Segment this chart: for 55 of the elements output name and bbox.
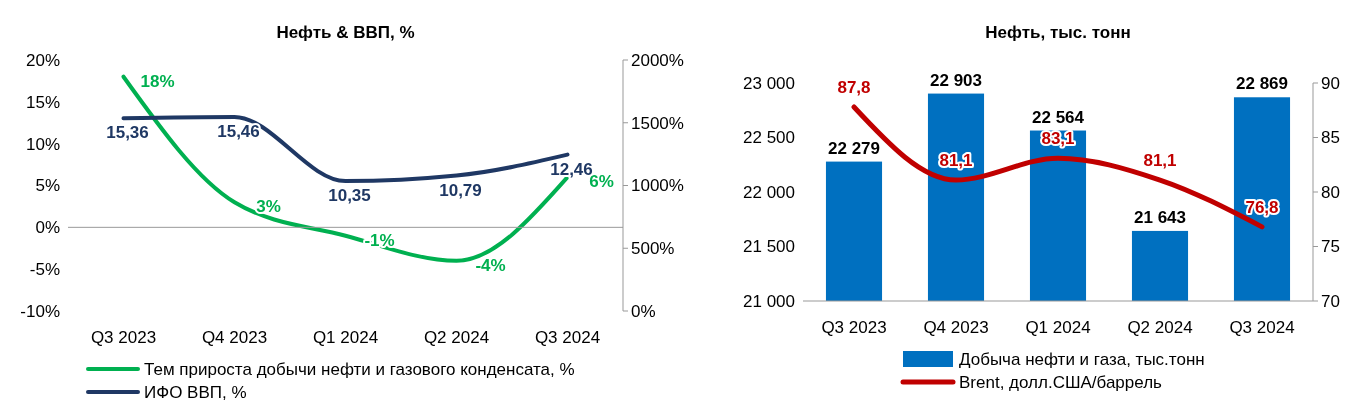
- y2-tick-label: 2000%: [631, 50, 684, 70]
- y-tick-label: 23 000: [743, 73, 795, 93]
- y-tick-label: 5%: [35, 176, 60, 196]
- x-tick-label: Q4 2023: [923, 318, 989, 337]
- data-label: 15,46: [217, 121, 260, 141]
- legend-label: Тем прироста добычи нефти и газового конденсата, %: [144, 359, 575, 379]
- y2-tick-label: 1000%: [631, 176, 684, 196]
- x-tick-label: Q2 2024: [1127, 318, 1193, 337]
- x-tick-label: Q1 2024: [312, 328, 379, 347]
- legend-label: Brent, долл.США/баррель: [959, 372, 1163, 392]
- y-tick-label: 10%: [25, 134, 60, 154]
- data-label: 22 564: [1032, 107, 1085, 127]
- y2-tick-label: 75: [1321, 237, 1340, 257]
- x-tick-label: Q3 2024: [1229, 318, 1295, 337]
- data-label: 18%: [140, 71, 175, 91]
- y-tick-label: 21 000: [743, 291, 795, 311]
- data-label: 76,8: [1245, 197, 1279, 217]
- data-label: 10,79: [439, 180, 482, 200]
- data-label: 10,35: [328, 186, 371, 206]
- y-tick-label: -10%: [20, 301, 60, 321]
- chart-title: Нефть & ВВП, %: [276, 23, 415, 42]
- y-tick-label: -5%: [29, 260, 60, 280]
- data-label: 21 643: [1134, 207, 1186, 227]
- data-label: 83,1: [1041, 129, 1075, 149]
- y2-tick-label: 1500%: [631, 113, 684, 133]
- y2-tick-label: 90: [1321, 73, 1340, 93]
- data-label: 81,1: [1143, 150, 1177, 170]
- y-tick-label: 22 500: [743, 128, 795, 148]
- data-label: 3%: [256, 197, 281, 217]
- legend-label: Добыча нефти и газа, тыс.тонн: [959, 349, 1205, 369]
- data-label: 15,36: [106, 123, 149, 143]
- chart-title: Нефть, тыс. тонн: [985, 23, 1131, 42]
- y-tick-label: 15%: [25, 92, 60, 112]
- y-tick-label: 21 500: [743, 237, 795, 257]
- data-label: 81,1: [939, 150, 973, 170]
- y2-tick-label: 85: [1321, 128, 1340, 148]
- y2-tick-label: 80: [1321, 182, 1340, 202]
- y2-tick-label: 70: [1321, 291, 1340, 311]
- y2-tick-label: 500%: [631, 239, 675, 259]
- y-tick-label: 20%: [25, 50, 60, 70]
- y-tick-label: 0%: [35, 218, 60, 238]
- data-label: 87,8: [837, 77, 871, 97]
- x-tick-label: Q3 2023: [90, 328, 157, 347]
- x-tick-label: Q2 2024: [423, 328, 490, 347]
- legend-label: ИФО ВВП, %: [144, 382, 247, 402]
- y-tick-label: 22 000: [743, 182, 795, 202]
- data-label: 22 279: [828, 138, 880, 158]
- data-label: -4%: [475, 255, 506, 275]
- x-tick-label: Q1 2024: [1025, 318, 1091, 337]
- x-tick-label: Q3 2023: [821, 318, 887, 337]
- x-tick-label: Q4 2023: [201, 328, 268, 347]
- y2-tick-label: 0%: [631, 301, 656, 321]
- data-label: 22 903: [930, 70, 982, 90]
- x-tick-label: Q3 2024: [534, 328, 601, 347]
- data-label: 22 869: [1236, 74, 1288, 94]
